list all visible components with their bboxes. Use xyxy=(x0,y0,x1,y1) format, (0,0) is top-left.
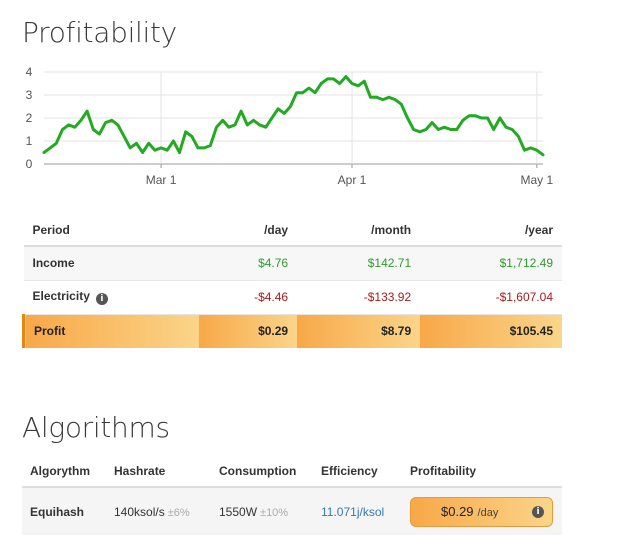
x-tick-label: May 1 xyxy=(520,173,553,187)
col-algorithm: Algorythm xyxy=(22,455,106,488)
consumption-tolerance: ±10% xyxy=(260,506,289,519)
hashrate-value: 140ksol/s xyxy=(114,504,165,519)
hashrate-cell: 140ksol/s ±6% xyxy=(106,487,211,535)
profitability-heading: Profitability xyxy=(22,16,177,49)
algorithms-table: Algorythm Hashrate Consumption Efficienc… xyxy=(22,455,562,535)
income-month: $142.71 xyxy=(297,246,421,281)
electricity-label: Electricity xyxy=(32,289,90,303)
table-row-income: Income $4.76 $142.71 $1,712.49 xyxy=(23,246,562,281)
profit-year: $105.45 xyxy=(420,314,562,348)
consumption-cell: 1550W ±10% xyxy=(211,487,313,535)
col-consumption: Consumption xyxy=(211,455,313,488)
profitability-pill[interactable]: $0.29/day i xyxy=(410,496,553,527)
col-year: /year xyxy=(420,214,562,247)
x-tick-label: Apr 1 xyxy=(338,173,367,187)
profitability-cell: $0.29/day i xyxy=(402,487,562,535)
profit-value: $0.29 xyxy=(441,504,474,519)
income-day: $4.76 xyxy=(199,246,298,281)
hashrate-tolerance: ±6% xyxy=(167,506,190,519)
income-year: $1,712.49 xyxy=(420,246,562,281)
table-row: Equihash 140ksol/s ±6% 1550W ±10% 11.071j/… xyxy=(22,487,562,535)
y-tick-label: 4 xyxy=(26,65,33,79)
col-day: /day xyxy=(199,214,298,247)
table-header-row: Period /day /month /year xyxy=(23,214,562,247)
row-label: Profit xyxy=(22,314,200,348)
profit-day: $0.29 xyxy=(199,314,298,348)
table-row-profit: Profit $0.29 $8.79 $105.45 xyxy=(22,314,562,348)
electricity-month: -$133.92 xyxy=(297,280,421,315)
col-hashrate: Hashrate xyxy=(106,455,211,488)
info-icon[interactable]: i xyxy=(95,293,108,305)
profitability-chart: 0 1 2 3 4 Mar 1 Apr 1 May 1 xyxy=(26,65,554,187)
table-header-row: Algorythm Hashrate Consumption Efficienc… xyxy=(22,455,562,488)
x-tick-label: Mar 1 xyxy=(146,173,177,187)
y-tick-label: 0 xyxy=(26,157,33,171)
electricity-day: -$4.46 xyxy=(199,280,298,315)
col-profitability: Profitability xyxy=(402,455,562,488)
y-tick-label: 3 xyxy=(26,88,33,102)
algorithm-name: Equihash xyxy=(22,487,106,535)
y-tick-label: 2 xyxy=(26,111,33,125)
profit-per: /day xyxy=(477,507,499,519)
profit-text: $0.29/day xyxy=(441,504,498,519)
profit-month: $8.79 xyxy=(297,314,421,348)
profitability-table: Period /day /month /year Income $4.76 $1… xyxy=(22,214,562,348)
col-month: /month xyxy=(297,214,421,247)
efficiency-value: 11.071j/ksol xyxy=(313,487,402,535)
row-label: Income xyxy=(23,246,200,281)
y-tick-label: 1 xyxy=(26,134,33,148)
profit-series-line xyxy=(42,75,545,157)
electricity-year: -$1,607.04 xyxy=(420,280,562,315)
col-period: Period xyxy=(23,214,200,247)
col-efficiency: Efficiency xyxy=(313,455,402,488)
table-row-electricity: Electricity i -$4.46 -$133.92 -$1,607.04 xyxy=(23,280,562,315)
info-icon[interactable]: i xyxy=(532,505,544,518)
row-label: Electricity i xyxy=(23,280,200,315)
consumption-value: 1550W xyxy=(219,504,258,519)
algorithms-heading: Algorithms xyxy=(22,411,170,444)
